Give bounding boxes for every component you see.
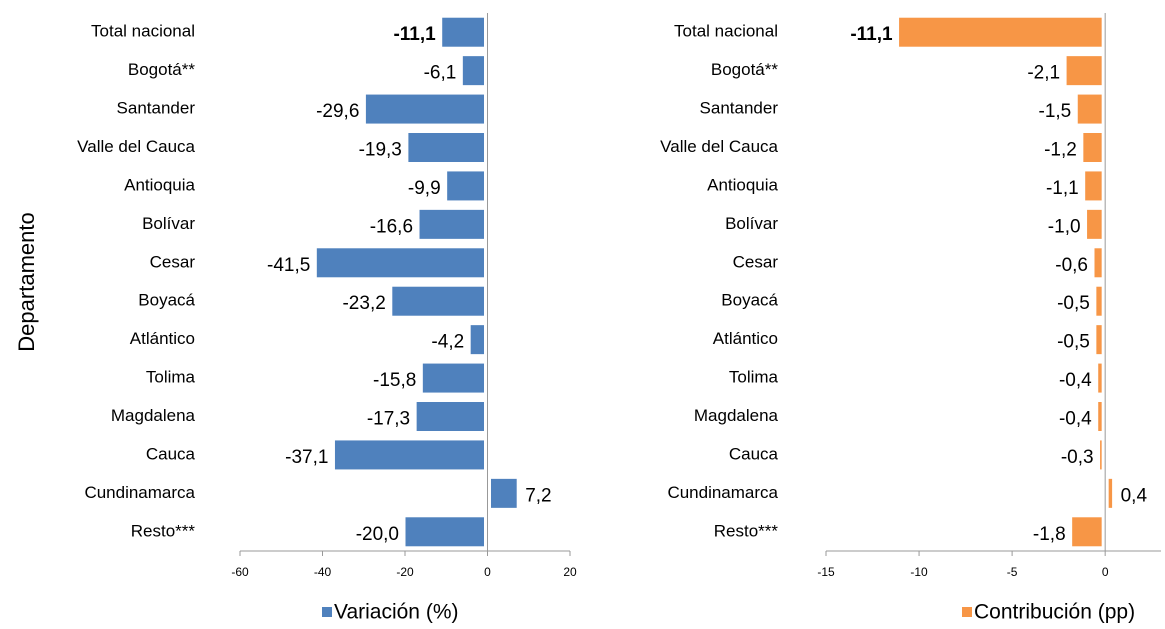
value-label: -20,0 (356, 524, 399, 545)
legend-swatch (962, 607, 972, 617)
category-label: Cauca (729, 444, 779, 463)
category-label: Cesar (733, 252, 779, 271)
value-label: -23,2 (342, 293, 385, 314)
bar (404, 516, 485, 548)
category-label: Atlántico (713, 329, 778, 348)
category-label: Boyacá (138, 291, 195, 310)
value-label: -1,2 (1044, 140, 1077, 161)
bar (315, 247, 485, 279)
x-tick-label: -40 (314, 565, 332, 579)
x-tick-label: 0 (1102, 565, 1109, 579)
value-label: -11,1 (393, 24, 436, 45)
category-label: Tolima (146, 368, 196, 387)
bar (1095, 324, 1103, 356)
category-label: Cundinamarca (667, 483, 778, 502)
category-label: Valle del Cauca (77, 137, 195, 156)
bar (407, 132, 486, 163)
value-label: -37,1 (285, 447, 328, 468)
category-label: Santander (117, 99, 196, 118)
value-label: -1,5 (1039, 101, 1072, 122)
category-label: Bogotá** (711, 60, 778, 79)
bar (421, 362, 486, 394)
category-label: Magdalena (111, 406, 196, 425)
x-tick-label: -60 (231, 565, 249, 579)
bar (391, 285, 485, 317)
value-label: -41,5 (267, 255, 310, 276)
legend-swatch (322, 607, 332, 617)
category-label: Resto*** (714, 521, 779, 540)
x-tick-label: 0 (484, 565, 491, 579)
bar (1071, 516, 1103, 548)
legend-label: Variación (%) (334, 601, 458, 624)
x-tick-label: -5 (1007, 565, 1018, 579)
bar (469, 324, 485, 356)
value-label: -19,3 (359, 140, 402, 161)
bar (1084, 170, 1103, 202)
value-label: -9,9 (408, 178, 441, 199)
value-label: -11,1 (850, 24, 893, 45)
category-label: Magdalena (694, 406, 779, 425)
bar (1086, 208, 1103, 240)
category-label: Resto*** (131, 521, 196, 540)
value-label: -6,1 (424, 63, 457, 84)
value-label: 0,4 (1121, 485, 1148, 506)
category-label: Tolima (729, 368, 779, 387)
value-label: -0,4 (1059, 370, 1092, 391)
value-label: -1,8 (1033, 524, 1066, 545)
value-label: -0,5 (1057, 293, 1090, 314)
value-label: -0,6 (1055, 255, 1088, 276)
value-label: -0,4 (1059, 409, 1092, 430)
x-tick-label: 20 (563, 565, 577, 579)
value-label: -16,6 (370, 216, 413, 237)
category-label: Cauca (146, 444, 196, 463)
legend-label: Contribución (pp) (974, 601, 1135, 624)
bar (364, 93, 485, 125)
category-label: Cesar (150, 252, 196, 271)
bar (418, 208, 485, 240)
value-label: -1,0 (1048, 216, 1081, 237)
bar (1076, 93, 1103, 125)
category-label: Atlántico (130, 329, 195, 348)
value-label: -2,1 (1027, 63, 1060, 84)
value-label: -29,6 (316, 101, 359, 122)
value-label: -0,5 (1057, 332, 1090, 353)
bar (333, 439, 485, 471)
value-label: -1,1 (1046, 178, 1079, 199)
bar (1082, 132, 1103, 163)
category-label: Santander (700, 99, 779, 118)
bar (1099, 439, 1103, 471)
value-label: 7,2 (525, 485, 551, 506)
category-label: Boyacá (721, 291, 778, 310)
bar (446, 170, 486, 202)
category-label: Cundinamarca (84, 483, 195, 502)
category-label: Antioquia (707, 175, 778, 194)
bar (1095, 285, 1103, 317)
bar (1107, 477, 1114, 509)
bar (441, 16, 485, 48)
category-label: Antioquia (124, 175, 195, 194)
category-label: Bolívar (725, 214, 778, 233)
value-label: -17,3 (367, 409, 410, 430)
bar (461, 55, 485, 87)
category-label: Bolívar (142, 214, 195, 233)
x-tick-label: -15 (817, 565, 835, 579)
x-tick-label: -20 (396, 565, 414, 579)
bar (415, 401, 486, 432)
x-tick-label: -10 (910, 565, 928, 579)
bar (1097, 362, 1103, 394)
bar (898, 16, 1103, 48)
bar (1097, 401, 1103, 432)
y-axis-label: Departamento (14, 212, 39, 351)
value-label: -0,3 (1061, 447, 1094, 468)
bar (490, 477, 518, 509)
category-label: Total nacional (674, 22, 778, 41)
value-label: -4,2 (431, 332, 464, 353)
value-label: -15,8 (373, 370, 416, 391)
bar (1065, 55, 1103, 87)
category-label: Total nacional (91, 22, 195, 41)
category-label: Valle del Cauca (660, 137, 778, 156)
category-label: Bogotá** (128, 60, 195, 79)
bar (1093, 247, 1103, 279)
